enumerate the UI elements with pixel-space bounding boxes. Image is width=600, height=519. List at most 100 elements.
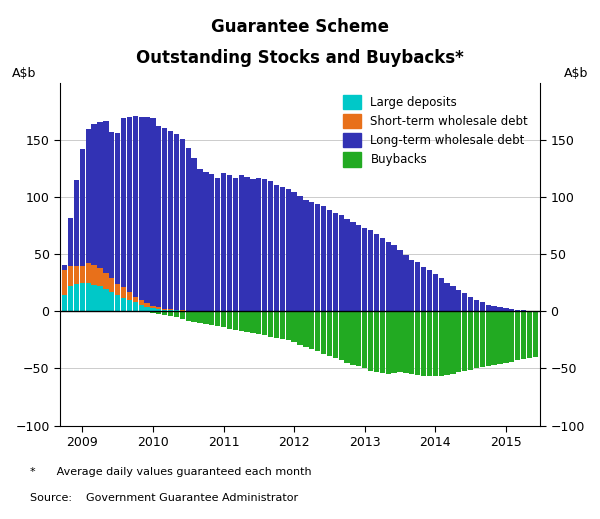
Bar bbox=[397, 311, 403, 372]
Bar bbox=[521, 311, 526, 359]
Bar bbox=[127, 292, 132, 300]
Bar bbox=[180, 311, 185, 319]
Bar bbox=[421, 267, 426, 311]
Bar bbox=[168, 131, 173, 309]
Bar bbox=[227, 175, 232, 311]
Bar bbox=[468, 296, 473, 311]
Bar bbox=[445, 311, 450, 375]
Bar bbox=[445, 283, 450, 311]
Bar bbox=[109, 292, 115, 311]
Bar bbox=[427, 270, 432, 311]
Bar bbox=[239, 175, 244, 311]
Bar bbox=[439, 278, 444, 311]
Bar bbox=[497, 307, 503, 311]
Bar bbox=[321, 311, 326, 353]
Bar bbox=[139, 305, 144, 311]
Text: Outstanding Stocks and Buybacks*: Outstanding Stocks and Buybacks* bbox=[136, 49, 464, 67]
Bar bbox=[450, 286, 455, 311]
Bar bbox=[133, 296, 138, 302]
Bar bbox=[503, 311, 509, 363]
Bar bbox=[74, 180, 79, 266]
Bar bbox=[174, 311, 179, 317]
Bar bbox=[209, 311, 214, 325]
Bar bbox=[103, 289, 109, 311]
Bar bbox=[515, 310, 520, 311]
Bar bbox=[139, 300, 144, 305]
Bar bbox=[332, 311, 338, 358]
Bar bbox=[221, 173, 226, 311]
Bar bbox=[327, 311, 332, 356]
Bar bbox=[121, 288, 126, 298]
Bar bbox=[356, 225, 361, 311]
Bar bbox=[145, 117, 150, 304]
Text: A$b: A$b bbox=[12, 66, 37, 79]
Bar bbox=[415, 311, 420, 375]
Bar bbox=[309, 202, 314, 311]
Bar bbox=[485, 305, 491, 311]
Bar bbox=[156, 311, 161, 313]
Bar bbox=[427, 311, 432, 376]
Text: *      Average daily values guaranteed each month: * Average daily values guaranteed each m… bbox=[30, 467, 311, 477]
Bar bbox=[74, 284, 79, 311]
Bar bbox=[280, 311, 285, 339]
Bar bbox=[509, 309, 514, 311]
Bar bbox=[168, 309, 173, 310]
Bar bbox=[350, 222, 356, 311]
Bar bbox=[303, 199, 308, 311]
Bar bbox=[391, 245, 397, 311]
Bar bbox=[397, 250, 403, 311]
Text: Guarantee Scheme: Guarantee Scheme bbox=[211, 18, 389, 36]
Bar bbox=[315, 204, 320, 311]
Bar bbox=[209, 174, 214, 311]
Bar bbox=[133, 116, 138, 296]
Bar bbox=[115, 284, 120, 295]
Bar bbox=[262, 179, 268, 311]
Bar bbox=[97, 286, 103, 311]
Bar bbox=[480, 311, 485, 367]
Text: A$b: A$b bbox=[563, 66, 588, 79]
Bar bbox=[80, 283, 85, 311]
Bar bbox=[362, 228, 367, 311]
Bar bbox=[474, 311, 479, 368]
Bar bbox=[286, 311, 291, 340]
Bar bbox=[91, 124, 97, 265]
Bar bbox=[233, 311, 238, 330]
Bar bbox=[109, 132, 115, 278]
Bar bbox=[180, 139, 185, 310]
Bar bbox=[256, 311, 262, 334]
Bar bbox=[221, 311, 226, 327]
Bar bbox=[286, 189, 291, 311]
Bar bbox=[433, 274, 438, 311]
Bar bbox=[145, 307, 150, 311]
Bar bbox=[503, 308, 509, 311]
Bar bbox=[533, 311, 538, 357]
Bar bbox=[309, 311, 314, 349]
Bar bbox=[227, 311, 232, 329]
Bar bbox=[433, 311, 438, 376]
Bar bbox=[491, 306, 497, 311]
Bar bbox=[421, 311, 426, 376]
Bar bbox=[521, 310, 526, 311]
Bar bbox=[456, 290, 461, 311]
Bar bbox=[150, 118, 155, 306]
Bar bbox=[491, 311, 497, 365]
Bar bbox=[139, 117, 144, 300]
Bar bbox=[450, 311, 455, 374]
Bar bbox=[203, 172, 209, 311]
Bar bbox=[274, 311, 279, 338]
Bar bbox=[374, 311, 379, 372]
Bar bbox=[80, 266, 85, 283]
Bar bbox=[380, 311, 385, 373]
Bar bbox=[380, 238, 385, 311]
Bar bbox=[403, 311, 409, 373]
Bar bbox=[303, 311, 308, 347]
Bar bbox=[127, 300, 132, 311]
Bar bbox=[374, 234, 379, 311]
Bar bbox=[244, 176, 250, 311]
Bar bbox=[256, 177, 262, 311]
Bar bbox=[62, 270, 67, 295]
Bar bbox=[215, 311, 220, 326]
Bar bbox=[203, 311, 209, 324]
Bar bbox=[262, 311, 268, 335]
Bar bbox=[162, 311, 167, 315]
